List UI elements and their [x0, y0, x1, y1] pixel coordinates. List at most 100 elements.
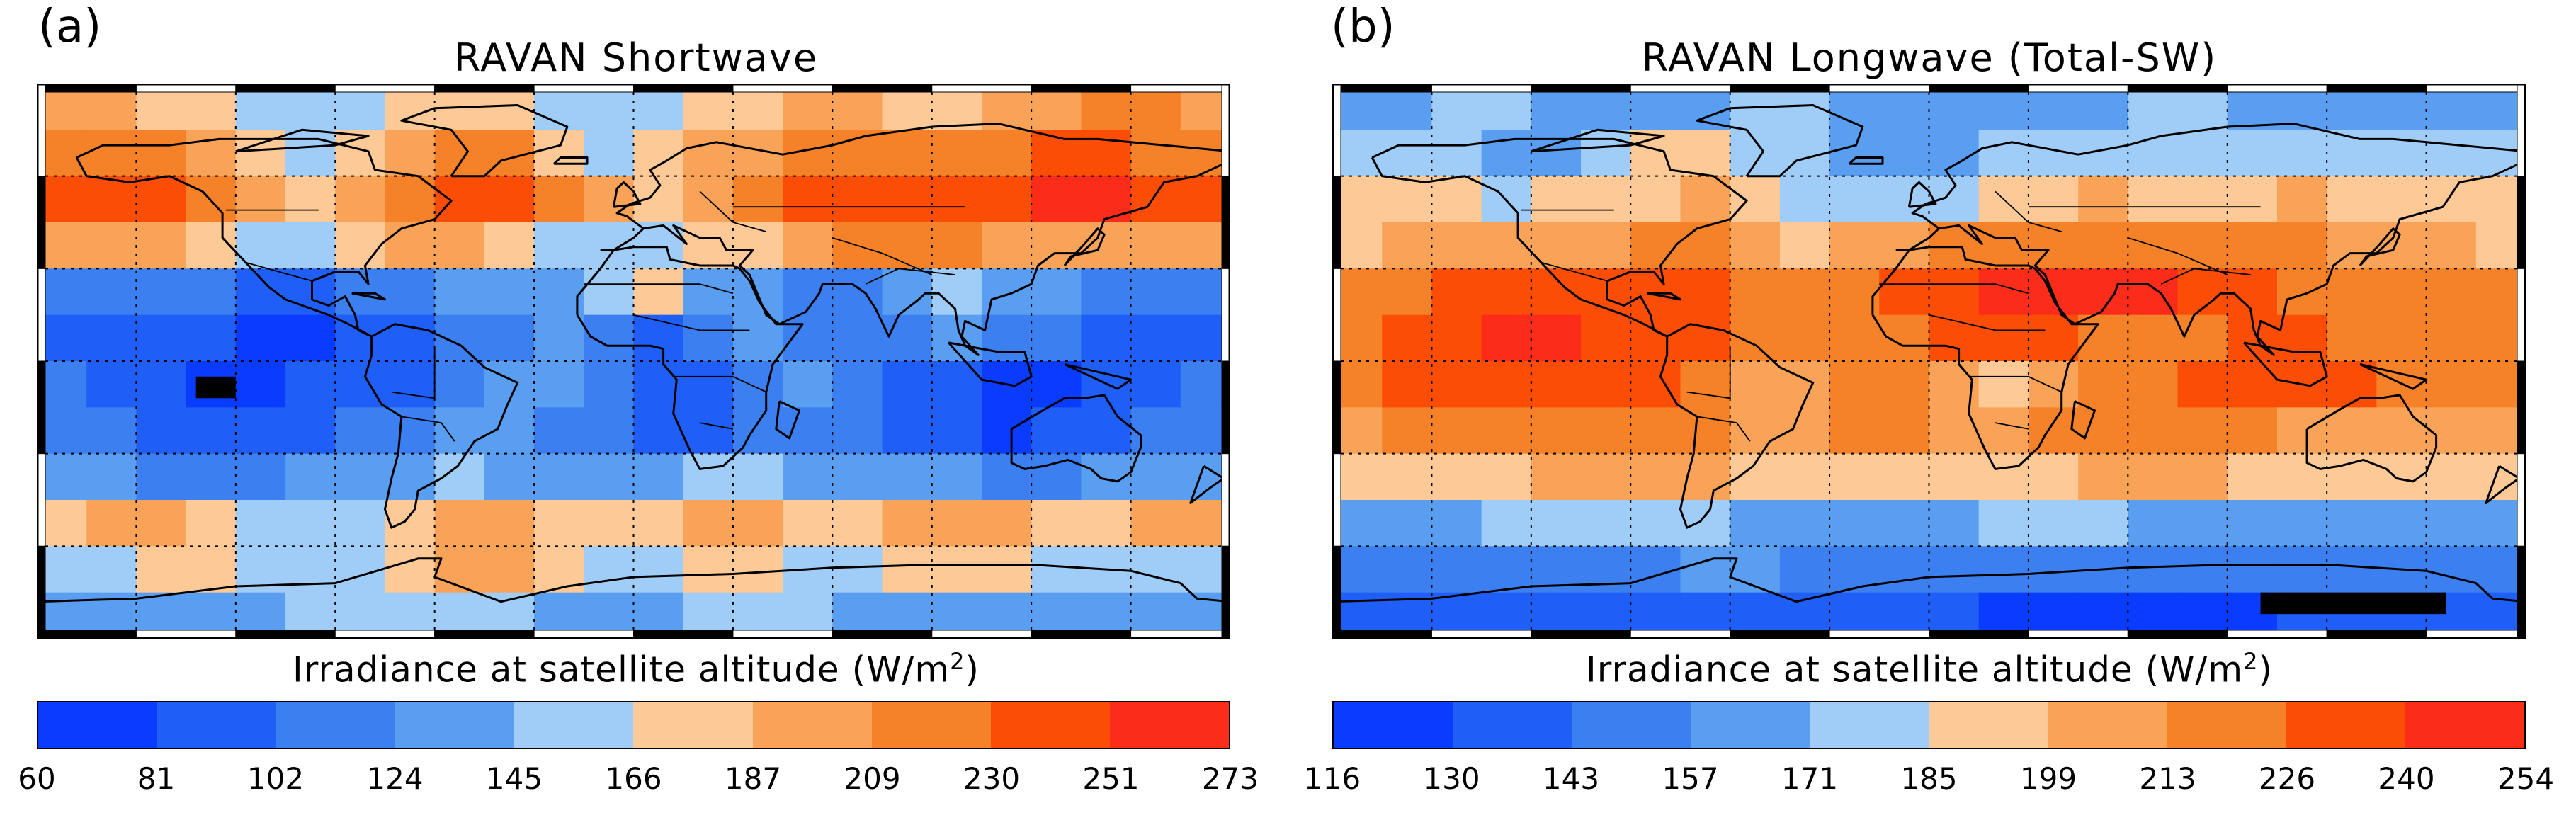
grid-cell — [2128, 130, 2179, 177]
colorbar-cell — [2048, 702, 2167, 748]
grid-cell — [434, 546, 485, 593]
grid-cell — [2028, 407, 2079, 455]
grid-cell — [1031, 453, 1082, 501]
grid-cell — [285, 407, 336, 455]
grid-cell — [1680, 453, 1731, 501]
grid-cell — [981, 130, 1032, 177]
coastline — [1064, 363, 1133, 390]
grid-cell — [1779, 453, 1830, 501]
coastline — [643, 159, 1230, 356]
grid-cell — [931, 268, 982, 316]
country-border — [633, 314, 750, 331]
grid-cell — [1929, 453, 1980, 501]
grid-cell — [783, 453, 833, 501]
colorbar-label: Irradiance at satellite altitude (W/m2) — [1586, 648, 2273, 690]
colorbar-tick-label: 226 — [2258, 761, 2316, 796]
grid-cell — [1081, 500, 1132, 547]
grid-cell — [385, 176, 436, 223]
grid-cell — [1581, 361, 1631, 408]
grid-cell — [1779, 500, 1830, 547]
grid-cell — [2426, 361, 2477, 408]
grid-cell — [783, 176, 833, 223]
grid-cell — [1382, 500, 1433, 547]
grid-cell — [385, 268, 436, 316]
colorbar-tick-label: 187 — [724, 761, 782, 796]
grid-cell — [1130, 314, 1181, 362]
grid-cell — [1829, 176, 1880, 223]
grid-cell — [86, 130, 137, 177]
coastline — [363, 323, 519, 529]
grid-cell — [136, 361, 187, 408]
grid-cell — [1978, 268, 2029, 316]
grid-cell — [1680, 546, 1731, 593]
grid-cell — [1779, 407, 1830, 455]
grid-cell — [1929, 500, 1980, 547]
grid-cell — [2276, 407, 2327, 455]
colorbar-label: Irradiance at satellite altitude (W/m2) — [293, 648, 980, 690]
coastlines — [37, 104, 1230, 603]
grid-cell — [385, 314, 436, 362]
grid-cell — [1481, 222, 1532, 269]
grid-cell — [1730, 361, 1781, 408]
grid-cell — [1630, 546, 1681, 593]
colorbar-tick-label: 251 — [1082, 761, 1140, 796]
coastline — [948, 341, 1033, 387]
grid-cell — [931, 546, 982, 593]
grid-cell — [285, 222, 336, 269]
grid-cell — [2327, 500, 2377, 547]
panel-letter: (a) — [38, 1, 102, 53]
grid-cell — [2426, 407, 2477, 455]
grid-cell — [931, 453, 982, 501]
grid-cell — [633, 453, 684, 501]
grid-cell — [1680, 176, 1731, 223]
coastline — [600, 123, 1230, 251]
colorbar-label-tail: ) — [965, 649, 980, 690]
grid-cell — [1531, 361, 1582, 408]
grid-cell — [633, 407, 684, 455]
grid-cell — [882, 361, 933, 408]
grid-cell — [335, 176, 386, 223]
coastlines — [1332, 104, 2526, 603]
panel-longwave: (b) RAVAN Longwave (Total-SW) Irradiance… — [1288, 0, 2576, 820]
map-longwave — [1332, 84, 2526, 639]
colorbar-tick-label: 171 — [1781, 761, 1839, 796]
grid-cell — [1879, 222, 1930, 269]
grid-cell — [484, 407, 535, 455]
grid-cell — [186, 407, 237, 455]
coastline — [1647, 292, 1681, 301]
grid-cell — [683, 500, 734, 547]
colorbar-cell — [514, 702, 634, 748]
grid-cell — [534, 407, 584, 455]
grid-cell — [1081, 130, 1132, 177]
map-outline — [1332, 84, 2526, 639]
country-border — [673, 375, 767, 393]
grid-cell — [2227, 407, 2278, 455]
colorbar-tick-label: 166 — [605, 761, 662, 796]
grid-cell — [2276, 453, 2327, 501]
grid-cell — [235, 453, 286, 501]
grid-cell — [1630, 500, 1681, 547]
grid-cell — [832, 361, 883, 408]
grid-cell — [335, 500, 386, 547]
colorbar-tick-label: 124 — [366, 761, 424, 796]
grid-cell — [186, 268, 237, 316]
grid-cell — [1829, 453, 1880, 501]
grid-cell — [2376, 268, 2427, 316]
colorbar-label-sup: 2 — [950, 648, 965, 675]
colorbar-cell — [276, 702, 396, 748]
grid-cell — [235, 361, 286, 408]
grid-cell — [434, 176, 485, 223]
panel-letter: (b) — [1331, 1, 1395, 53]
grid-cell — [1680, 407, 1731, 455]
country-border — [391, 346, 436, 399]
country-border — [1968, 375, 2062, 393]
grid-cell — [484, 314, 535, 362]
colorbar-tick-label: 240 — [2378, 761, 2435, 796]
grid-cell — [1929, 130, 1980, 177]
grid-cell — [981, 407, 1032, 455]
grid-cell — [2276, 314, 2327, 362]
grid-cell — [981, 314, 1032, 362]
grid-cell — [2177, 453, 2228, 501]
grid-cell — [584, 268, 635, 316]
grid-cell — [1531, 314, 1582, 362]
